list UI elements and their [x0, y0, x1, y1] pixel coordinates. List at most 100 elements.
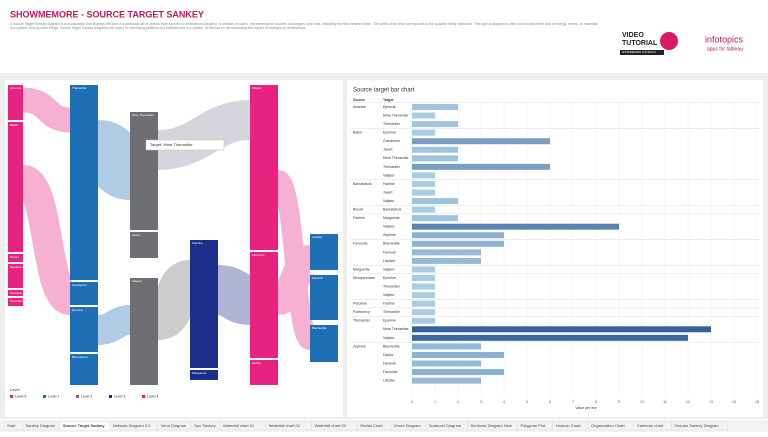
target-label: Mme.Thenardier	[383, 156, 410, 160]
tab[interactable]	[671, 421, 728, 431]
bar[interactable]	[412, 146, 458, 153]
x-tick-label: 13	[709, 400, 713, 404]
x-tick-label: 1	[434, 400, 436, 404]
bar[interactable]	[412, 326, 711, 333]
legend-swatch	[10, 395, 13, 398]
target-label: Valjean	[383, 173, 394, 177]
bar[interactable]	[412, 121, 458, 128]
bar[interactable]	[412, 172, 435, 179]
bar[interactable]	[412, 343, 481, 350]
flow	[272, 170, 320, 350]
sankey-node	[310, 234, 338, 270]
x-tick-label: 14	[732, 400, 736, 404]
target-label: Favourite	[383, 370, 398, 374]
source-label: Bamatabois	[353, 182, 372, 186]
target-label: Valjean	[383, 336, 394, 340]
legend-label: Level 5	[15, 394, 26, 398]
x-tick-label: 15	[755, 400, 759, 404]
legend-label: Level 3	[114, 394, 125, 398]
node-label: Anseme	[10, 86, 21, 90]
bar[interactable]	[412, 112, 435, 119]
bar[interactable]	[412, 292, 435, 299]
target-label: Fantine	[383, 182, 395, 186]
flow	[273, 245, 317, 315]
bar[interactable]	[412, 377, 481, 384]
node-label: Zephine	[192, 241, 203, 245]
source-header: Source	[353, 98, 365, 102]
node-label: Pontmercy	[10, 299, 25, 303]
bar[interactable]	[412, 198, 458, 205]
bar[interactable]	[412, 300, 435, 307]
bar[interactable]	[412, 317, 435, 324]
tab-label: Organization Chart	[591, 423, 625, 428]
flows	[17, 87, 320, 350]
legend-swatch	[43, 395, 46, 398]
flow	[17, 165, 77, 315]
tab-label: Chord Diagram	[394, 423, 422, 428]
bar[interactable]	[412, 266, 435, 273]
bar[interactable]	[412, 206, 435, 213]
flow	[151, 260, 199, 340]
bar[interactable]	[412, 104, 458, 110]
bar[interactable]	[412, 155, 458, 162]
sankey-node	[8, 298, 23, 306]
tab-label: Venn Diagram	[161, 423, 187, 428]
bar[interactable]	[412, 180, 435, 187]
bar[interactable]	[412, 129, 435, 136]
bar[interactable]	[412, 163, 550, 170]
legend-label: Level 4	[147, 394, 158, 398]
bar[interactable]	[412, 232, 504, 239]
x-tick-label: 7	[572, 400, 574, 404]
x-tick-label: 5	[526, 400, 528, 404]
title: SHOWMEMORE - SOURCE TARGET SANKEY	[10, 9, 204, 19]
sankey-node	[130, 232, 158, 258]
tab-label: Source Target Sankey	[63, 423, 105, 428]
source-label: Pontmercy	[353, 310, 370, 314]
target-label: Thenardier	[383, 165, 401, 169]
bar[interactable]	[412, 249, 481, 256]
bar[interactable]	[412, 334, 688, 341]
bar[interactable]	[412, 275, 435, 281]
bar[interactable]	[412, 240, 504, 247]
bar[interactable]	[412, 360, 481, 367]
sankey-node	[250, 85, 278, 250]
sankey-node	[8, 254, 23, 262]
target-label: Zephine	[383, 233, 396, 237]
target-label: Valjean	[383, 267, 394, 271]
bar[interactable]	[412, 257, 481, 264]
tab-label: Circular Sankey Diagram	[674, 423, 719, 428]
bar[interactable]	[412, 215, 458, 222]
target-label: Javert	[383, 190, 393, 194]
tab-label: Radial Chart	[360, 423, 383, 428]
node-label: Eponine	[72, 308, 83, 312]
bar[interactable]	[412, 223, 619, 230]
tab-label: Waterfall chart 03	[315, 423, 347, 428]
bar[interactable]	[412, 138, 550, 145]
bar[interactable]	[412, 309, 435, 316]
source-label: Babet	[353, 131, 362, 135]
legend-label: Level 2	[81, 394, 92, 398]
bar[interactable]	[412, 351, 504, 358]
bar[interactable]	[412, 369, 504, 376]
tab-label: Spo Sankey	[194, 423, 216, 428]
sankey-panel	[5, 80, 343, 417]
source-label: Zephine	[353, 344, 366, 348]
node-label: Marguerite	[192, 371, 207, 375]
target-header: Target	[383, 98, 394, 102]
source-label: Brevet	[353, 208, 363, 212]
bar[interactable]	[412, 283, 435, 290]
target-label: Valjean	[383, 199, 394, 203]
tab-label: Waterfall chart 02	[269, 423, 301, 428]
target-label: Eponine	[383, 131, 396, 135]
source-label: Marguerite	[353, 267, 370, 271]
sankey-node	[8, 290, 23, 296]
logo-sub: SHOWMEMORE TUTORIALS	[622, 51, 656, 54]
bar[interactable]	[412, 189, 435, 196]
legend-label: Level 1	[48, 394, 59, 398]
source-label: Fantine	[353, 216, 365, 220]
target-label: Valjean	[383, 225, 394, 229]
legend-swatch	[109, 395, 112, 398]
legend-title: Level	[10, 387, 20, 392]
target-label: Javert	[383, 148, 393, 152]
